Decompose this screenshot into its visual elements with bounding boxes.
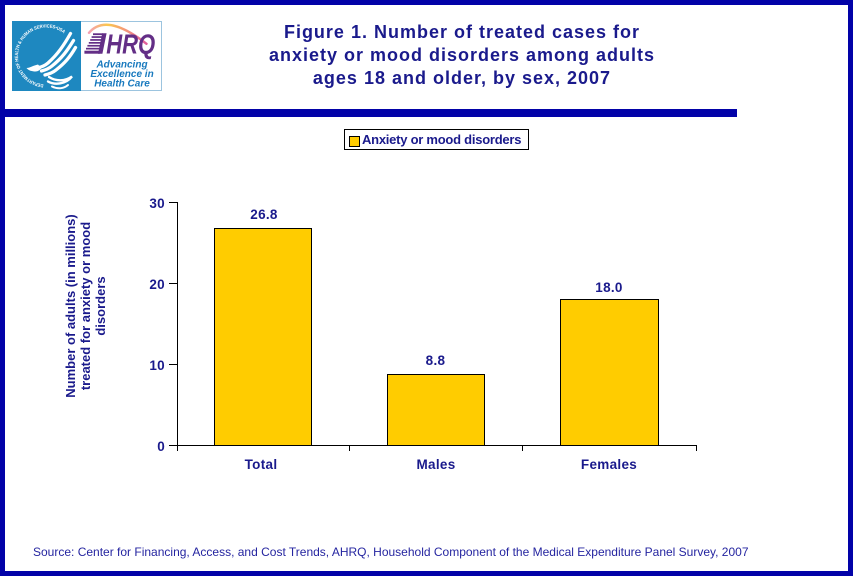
svg-text:HRQ: HRQ xyxy=(106,29,155,60)
svg-text:Advancing: Advancing xyxy=(95,60,147,71)
svg-text:Health Care: Health Care xyxy=(94,79,150,90)
svg-text:Excellence in: Excellence in xyxy=(90,69,153,80)
